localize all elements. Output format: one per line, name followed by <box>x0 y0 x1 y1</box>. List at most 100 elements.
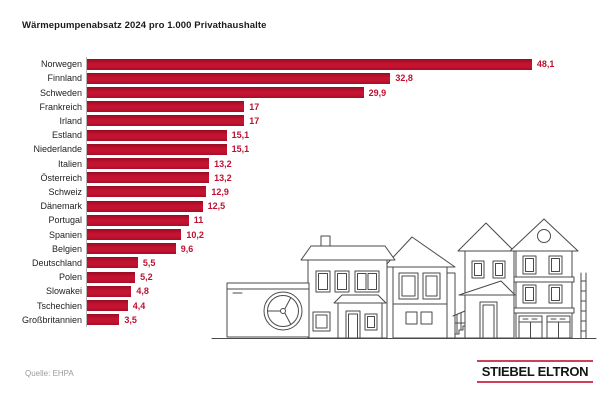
stiebel-eltron-logo: STIEBEL ELTRON <box>477 360 593 383</box>
logo-rule-bottom <box>477 381 593 383</box>
bar-area: 15,1 <box>86 142 600 157</box>
value-label: 5,5 <box>142 257 156 268</box>
bar-row: Niederlande 15,1 <box>0 142 600 157</box>
country-label: Dänemark <box>40 201 82 212</box>
houses-illustration <box>211 218 597 339</box>
country-label: Belgien <box>51 243 82 254</box>
bar-row: Schweden 29,9 <box>0 85 600 100</box>
value-label: 5,2 <box>140 272 153 283</box>
country-label: Schweden <box>39 87 82 98</box>
bar <box>87 172 210 184</box>
bar-area: 9,6 <box>86 241 600 256</box>
bar <box>87 143 227 155</box>
bar-area: 29,9 <box>86 85 600 100</box>
bar-row: Spanien 10,2 <box>0 227 600 242</box>
source-note: Quelle: EHPA <box>25 369 74 378</box>
value-label: 17 <box>249 115 260 126</box>
bar <box>87 115 245 127</box>
bar <box>87 129 227 141</box>
country-label: Schweiz <box>48 186 82 197</box>
bar-area: 10,2 <box>86 227 600 242</box>
bar-row: Tschechien 4,4 <box>0 298 600 313</box>
value-label: 12,5 <box>207 201 226 212</box>
bar-area: 5,5 <box>86 255 600 271</box>
townhouse <box>509 218 579 339</box>
value-label: 32,8 <box>395 73 413 84</box>
bar <box>87 214 189 226</box>
bar-row: Slowakei 4,8 <box>0 284 600 299</box>
bar <box>87 285 132 297</box>
bar <box>87 186 207 198</box>
bar-area: 11 <box>86 213 600 228</box>
bar <box>87 300 128 312</box>
country-label: Norwegen <box>40 59 82 70</box>
bar-row: Frankreich 17 <box>0 99 600 114</box>
value-label: 13,2 <box>214 172 232 183</box>
value-label: 4,4 <box>132 300 146 311</box>
bar-row: Italien 13,2 <box>0 156 600 171</box>
bar-area: 32,8 <box>86 71 600 86</box>
bar-area: 5,2 <box>86 270 600 285</box>
chart-title: Wärmepumpenabsatz 2024 pro 1.000 Privath… <box>22 20 267 31</box>
country-label: Deutschland <box>31 257 82 268</box>
value-label: 9,6 <box>180 243 194 254</box>
bar-area: 12,5 <box>86 199 600 214</box>
country-label: Italien <box>57 158 82 169</box>
heat-pump-icon <box>226 282 310 338</box>
logo-text: STIEBEL ELTRON <box>481 364 589 379</box>
bar-area: 3,5 <box>86 312 600 327</box>
bar-row: Polen 5,2 <box>0 270 600 285</box>
bar-chart: Norwegen 48,1 Finnland 32,8 Schweden 29,9 Fran… <box>0 57 600 327</box>
bar-row: Finnland 32,8 <box>0 71 600 86</box>
bar <box>87 58 532 70</box>
bar <box>87 314 120 326</box>
country-label: Estland <box>51 130 82 141</box>
country-label: Irland <box>59 115 82 126</box>
ladder <box>580 272 587 339</box>
bar-row: Belgien 9,6 <box>0 241 600 256</box>
value-label: 4,8 <box>136 286 149 297</box>
bar-area: 17 <box>86 113 600 129</box>
country-label: Großbritannien <box>21 314 82 325</box>
bar-row: Portugal 11 <box>0 213 600 228</box>
bar <box>87 87 364 98</box>
bar-area: 17 <box>86 99 600 114</box>
two-story-house <box>300 235 396 339</box>
bar-area: 4,4 <box>86 298 600 313</box>
value-label: 48,1 <box>536 59 555 70</box>
modern-house <box>383 236 456 339</box>
bar-row: Deutschland 5,5 <box>0 255 600 271</box>
bar-area: 13,2 <box>86 170 600 185</box>
bar-area: 12,9 <box>86 184 600 200</box>
bar-row: Österreich 13,2 <box>0 170 600 185</box>
logo-rule-top <box>477 360 593 362</box>
value-label: 13,2 <box>214 158 232 169</box>
value-label: 29,9 <box>368 87 387 98</box>
bar-row: Großbritannien 3,5 <box>0 312 600 327</box>
value-label: 17 <box>249 101 260 112</box>
bar <box>87 257 138 269</box>
country-label: Portugal <box>48 215 82 226</box>
bar-row: Irland 17 <box>0 113 600 129</box>
country-label: Frankreich <box>39 101 82 112</box>
gable-house <box>457 222 516 339</box>
bar-area: 4,8 <box>86 284 600 299</box>
bar <box>87 158 210 170</box>
value-label: 10,2 <box>186 229 204 240</box>
country-label: Spanien <box>48 229 82 240</box>
value-label: 12,9 <box>211 186 229 197</box>
bar-row: Dänemark 12,5 <box>0 199 600 214</box>
bar-area: 15,1 <box>86 128 600 143</box>
bar <box>87 229 182 241</box>
country-label: Slowakei <box>45 286 82 297</box>
bar <box>87 271 136 283</box>
bar-area: 13,2 <box>86 156 600 171</box>
country-label: Finnland <box>47 73 82 84</box>
bar <box>87 101 245 113</box>
value-label: 15,1 <box>231 144 250 155</box>
bar <box>87 243 176 255</box>
bar <box>87 200 203 212</box>
bar-row: Estland 15,1 <box>0 128 600 143</box>
bar-row: Schweiz 12,9 <box>0 184 600 200</box>
